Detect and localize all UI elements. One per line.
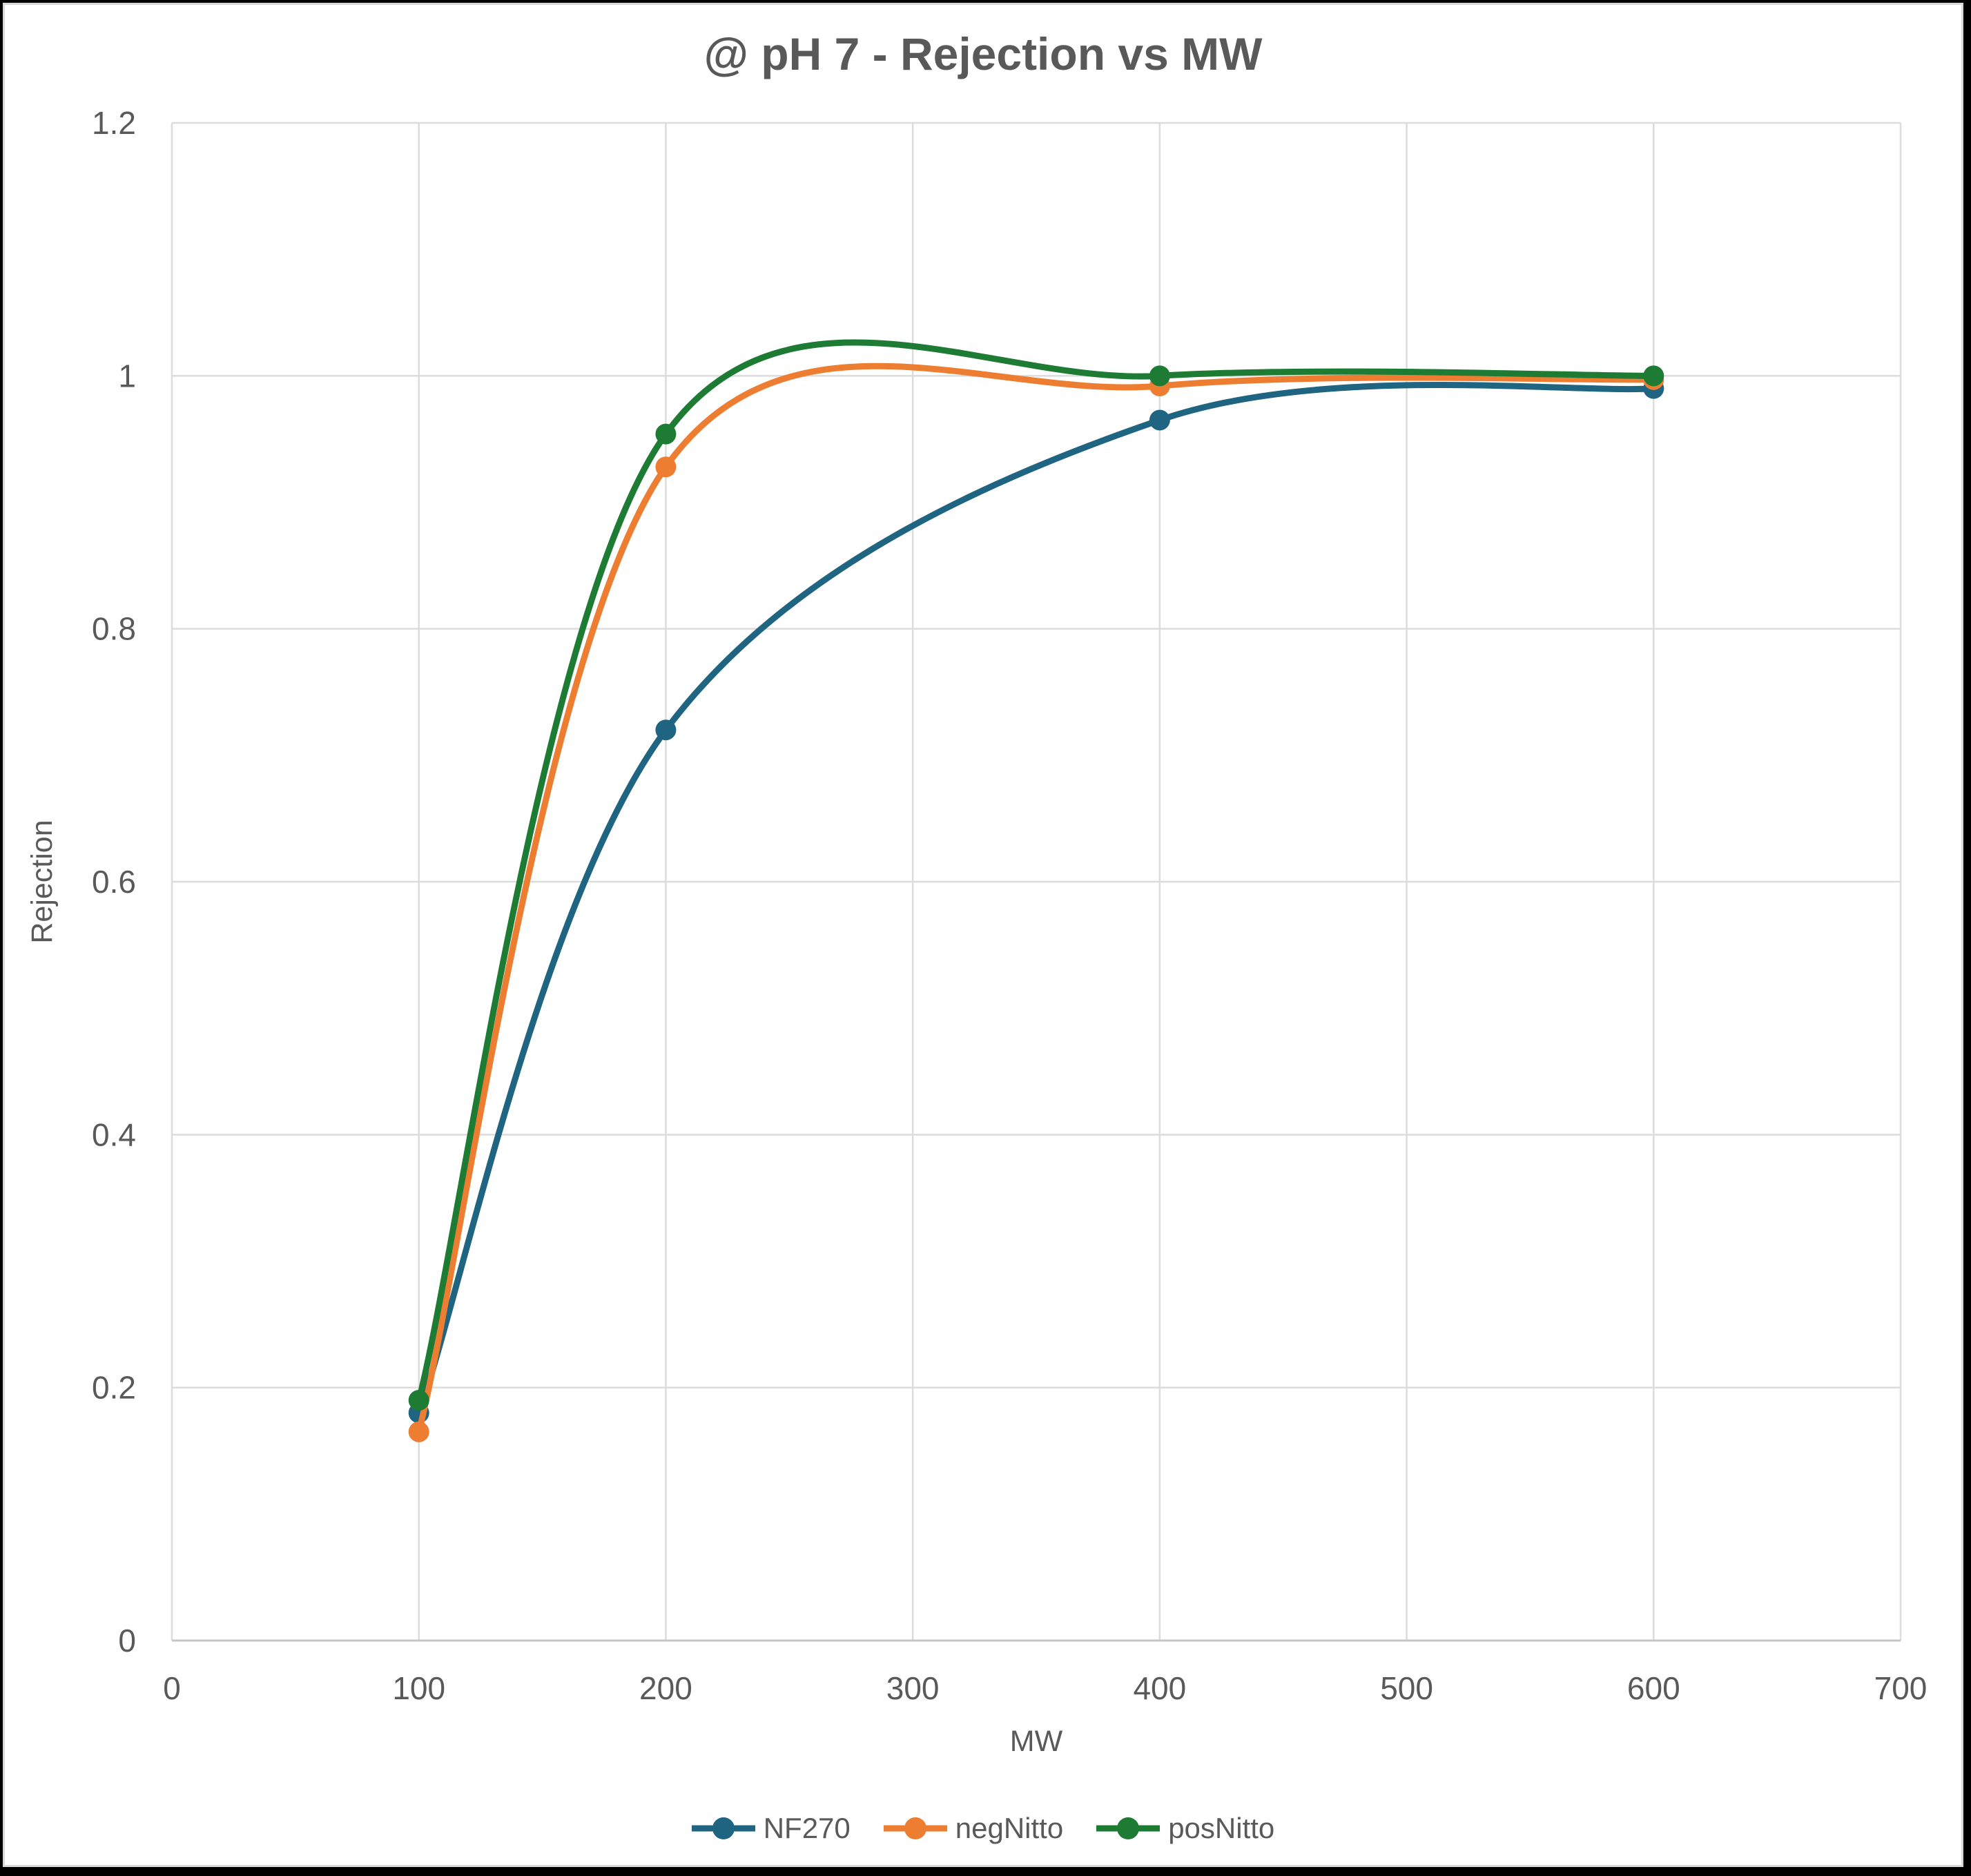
y-tick-label: 0.6 <box>92 864 136 900</box>
chart-plot-area: 0 100 200 300 400 500 600 700 0 0.2 0.4 0.6 0.8 1 1.2… <box>3 3 1963 1867</box>
y-axis-tick-labels: 0 0.2 0.4 0.6 0.8 1 1.2 <box>92 105 136 1659</box>
data-point-marker-NF270 <box>655 719 677 741</box>
x-axis-title: MW <box>1010 1725 1063 1758</box>
series-line-negNitto <box>416 362 1657 1435</box>
data-point-marker-posNitto <box>655 423 677 445</box>
chart-card-border <box>3 3 1963 1867</box>
x-tick-label: 400 <box>1133 1670 1186 1706</box>
chart-title: @ pH 7 - Rejection vs MW <box>704 28 1263 79</box>
y-tick-label: 0.8 <box>92 611 136 647</box>
x-tick-label: 700 <box>1874 1670 1928 1706</box>
legend-dot <box>712 1817 735 1839</box>
legend-label-NF270: NF270 <box>763 1812 851 1844</box>
x-tick-label: 300 <box>886 1670 940 1706</box>
x-tick-label: 200 <box>639 1670 692 1706</box>
x-tick-label: 0 <box>163 1670 181 1706</box>
x-tick-label: 600 <box>1627 1670 1680 1706</box>
x-tick-label: 500 <box>1380 1670 1433 1706</box>
legend-item-negNitto: negNitto <box>883 1812 1064 1845</box>
y-axis-title: Rejection <box>26 820 59 943</box>
y-tick-label: 0.2 <box>92 1370 136 1406</box>
legend-marker-negNitto <box>883 1817 947 1839</box>
legend-label-negNitto: negNitto <box>955 1812 1064 1844</box>
series-posNitto <box>408 339 1664 1411</box>
series-line-NF270 <box>416 381 1657 1416</box>
series-line-posNitto <box>416 339 1657 1404</box>
y-tick-label: 0 <box>118 1623 136 1659</box>
x-tick-label: 100 <box>392 1670 445 1706</box>
y-tick-label: 1 <box>118 358 136 394</box>
data-point-marker-posNitto <box>1643 365 1664 387</box>
data-point-marker-negNitto <box>408 1421 429 1442</box>
data-point-marker-posNitto <box>408 1389 429 1411</box>
chart-card: 0 100 200 300 400 500 600 700 0 0.2 0.4 0.6 0.8 1 1.2… <box>3 3 1963 1867</box>
legend-item-posNitto: posNitto <box>1096 1812 1274 1845</box>
legend-marker-posNitto <box>1096 1817 1161 1839</box>
data-point-marker-negNitto <box>655 456 677 478</box>
legend-marker-NF270 <box>691 1817 755 1839</box>
legend-dot <box>904 1817 926 1839</box>
data-point-marker-NF270 <box>1149 409 1170 431</box>
legend: NF270 negNitto posNitto <box>3 1812 1963 1845</box>
legend-item-NF270: NF270 <box>691 1812 851 1845</box>
y-tick-label: 0.4 <box>92 1116 136 1152</box>
x-axis-tick-labels: 0 100 200 300 400 500 600 700 <box>163 1670 1927 1706</box>
legend-label-posNitto: posNitto <box>1168 1812 1275 1844</box>
data-point-marker-posNitto <box>1149 365 1170 387</box>
y-tick-label: 1.2 <box>92 105 136 141</box>
legend-dot <box>1117 1817 1140 1839</box>
series-lines <box>408 339 1664 1442</box>
